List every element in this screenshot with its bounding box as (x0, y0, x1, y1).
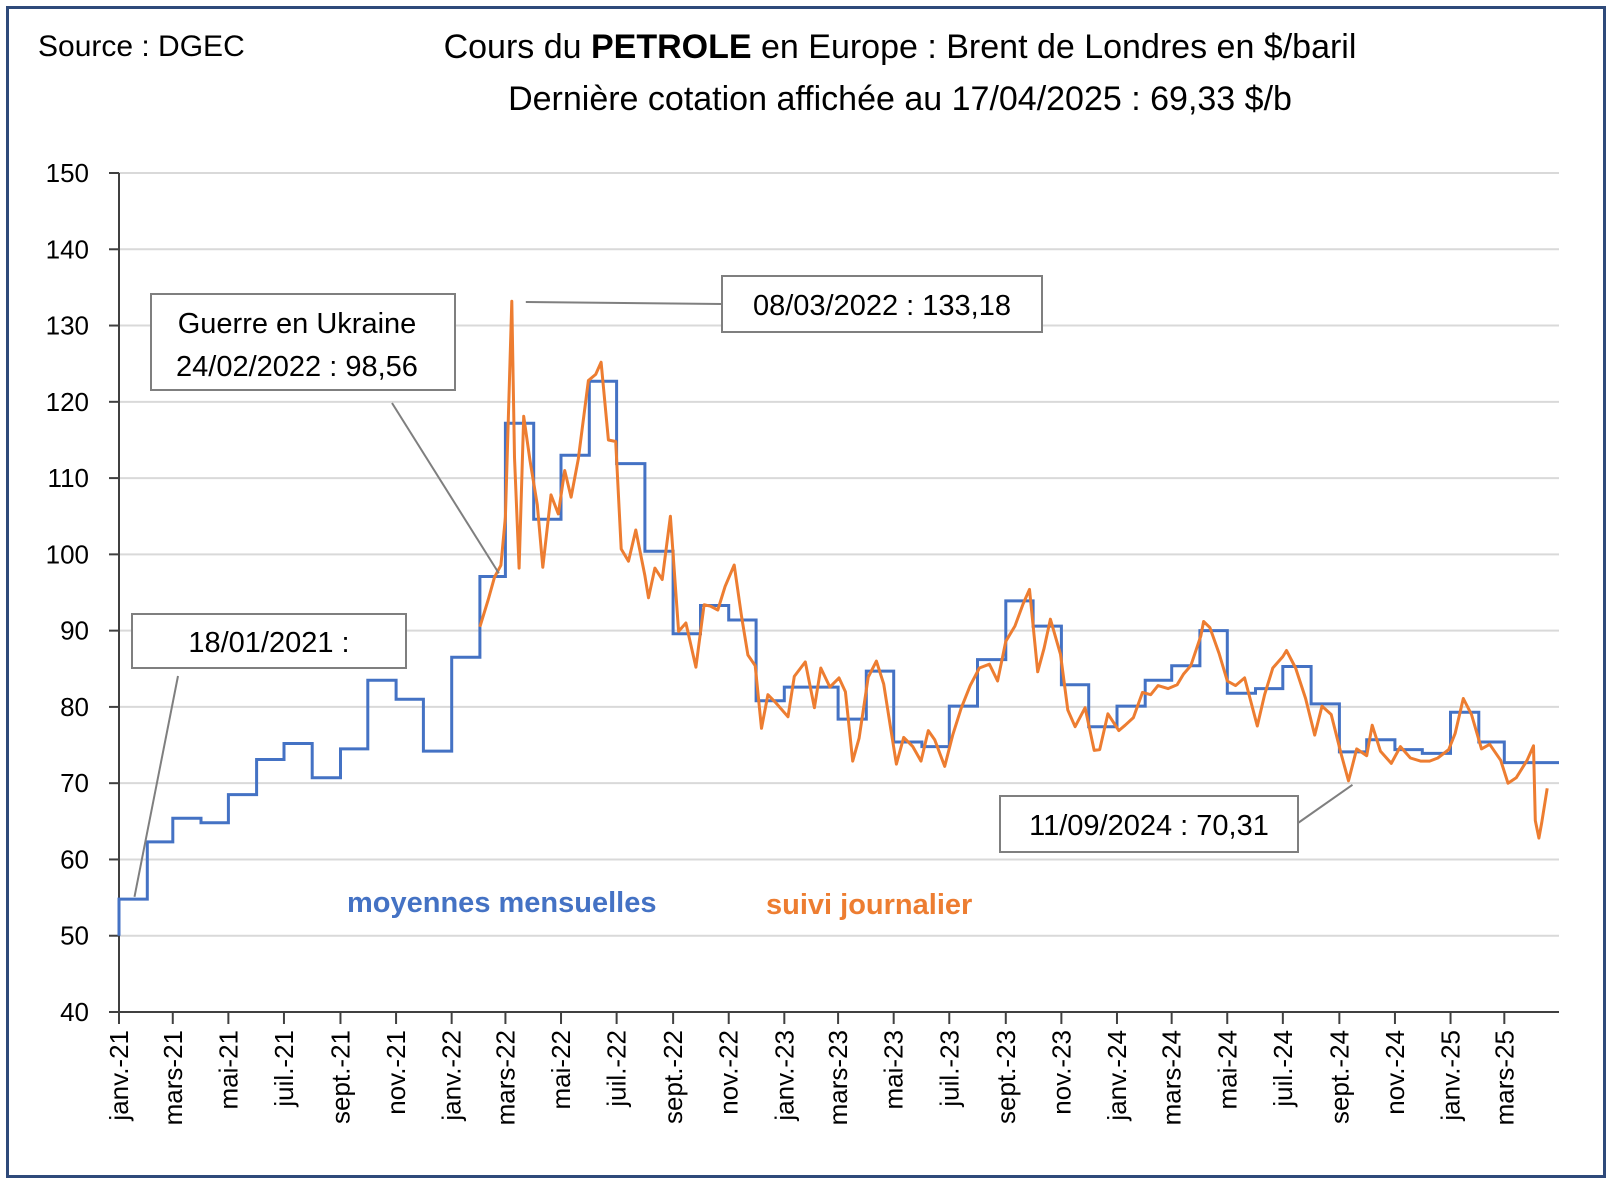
x-tick-label: mai-21 (213, 1030, 243, 1109)
y-tick-label: 90 (60, 616, 89, 646)
x-tick-label: mai-23 (879, 1030, 909, 1109)
x-tick-label: janv.-23 (769, 1030, 799, 1122)
annotation-leader-2021 (133, 675, 179, 897)
annotation-label-ukraine-1: Guerre en Ukraine (178, 308, 417, 340)
annotation-label-2024: 11/09/2024 : 70,31 (1029, 810, 1269, 842)
x-tick-label: janv.-22 (437, 1030, 467, 1122)
series-monthly-line (117, 379, 1559, 936)
chart-frame (6, 6, 1606, 1178)
annotation-label-peak: 08/03/2022 : 133,18 (753, 290, 1011, 322)
x-tick-label: mars-25 (1489, 1030, 1519, 1125)
chart-title: Cours du PETROLE en Europe : Brent de Lo… (330, 28, 1470, 67)
y-tick-label: 140 (46, 234, 89, 264)
title-bold: PETROLE (590, 28, 752, 66)
legend-monthly: moyennes mensuelles (347, 887, 656, 919)
x-tick-label: mai-24 (1212, 1030, 1242, 1109)
x-tick-label: sept.-22 (658, 1030, 688, 1124)
x-tick-label: mars-24 (1157, 1030, 1187, 1125)
x-tick-label: juil.-23 (934, 1030, 964, 1108)
series-daily-line (478, 299, 1549, 840)
source-label: Source : DGEC (38, 30, 245, 63)
y-tick-label: 130 (46, 311, 89, 341)
x-tick-label: nov.-22 (714, 1030, 744, 1115)
y-tick-label: 40 (60, 997, 89, 1027)
y-tick-label: 80 (60, 692, 89, 722)
annotation-leader-2024 (1297, 783, 1354, 824)
x-tick-label: juil.-22 (602, 1030, 632, 1108)
y-tick-label: 100 (46, 539, 89, 569)
x-tick-label: janv.-24 (1102, 1030, 1132, 1122)
annotation-label-ukraine-2: 24/02/2022 : 98,56 (176, 351, 418, 383)
y-tick-label: 150 (46, 158, 89, 188)
annotation-box-peak (721, 275, 1043, 333)
legend-daily: suivi journalier (766, 889, 972, 921)
y-tick-label: 110 (48, 463, 89, 493)
x-tick-label: nov.-24 (1380, 1030, 1410, 1115)
y-tick-label: 60 (60, 844, 89, 874)
annotation-leader-ukraine (391, 402, 500, 574)
y-tick-label: 70 (60, 768, 89, 798)
x-tick-label: nov.-23 (1046, 1030, 1076, 1115)
chart-subtitle: Dernière cotation affichée au 17/04/2025… (508, 80, 1292, 118)
x-tick-label: nov.-21 (381, 1030, 411, 1115)
x-tick-label: sept.-23 (991, 1030, 1021, 1124)
annotation-label-2021: 18/01/2021 : (188, 627, 349, 659)
annotation-box-2021 (131, 613, 407, 669)
x-tick-label: juil.-24 (1268, 1030, 1298, 1108)
x-tick-label: janv.-21 (104, 1030, 134, 1122)
y-tick-label: 120 (46, 387, 89, 417)
annotation-box-ukraine (150, 293, 456, 391)
x-tick-label: juil.-21 (269, 1030, 299, 1108)
annotation-leader-peak (525, 301, 723, 305)
x-tick-label: mars-21 (158, 1030, 188, 1125)
y-tick-label: 50 (60, 921, 89, 951)
x-tick-label: sept.-21 (325, 1030, 355, 1124)
x-tick-label: mars-22 (490, 1030, 520, 1125)
annotation-box-2024 (999, 795, 1299, 853)
x-tick-label: sept.-24 (1324, 1030, 1354, 1124)
x-tick-label: janv.-25 (1436, 1030, 1466, 1122)
x-tick-label: mai-22 (546, 1030, 576, 1109)
title-pre: Cours du (443, 28, 591, 66)
title-post: en Europe : Brent de Londres en $/baril (751, 28, 1357, 66)
x-tick-label: mars-23 (823, 1030, 853, 1125)
